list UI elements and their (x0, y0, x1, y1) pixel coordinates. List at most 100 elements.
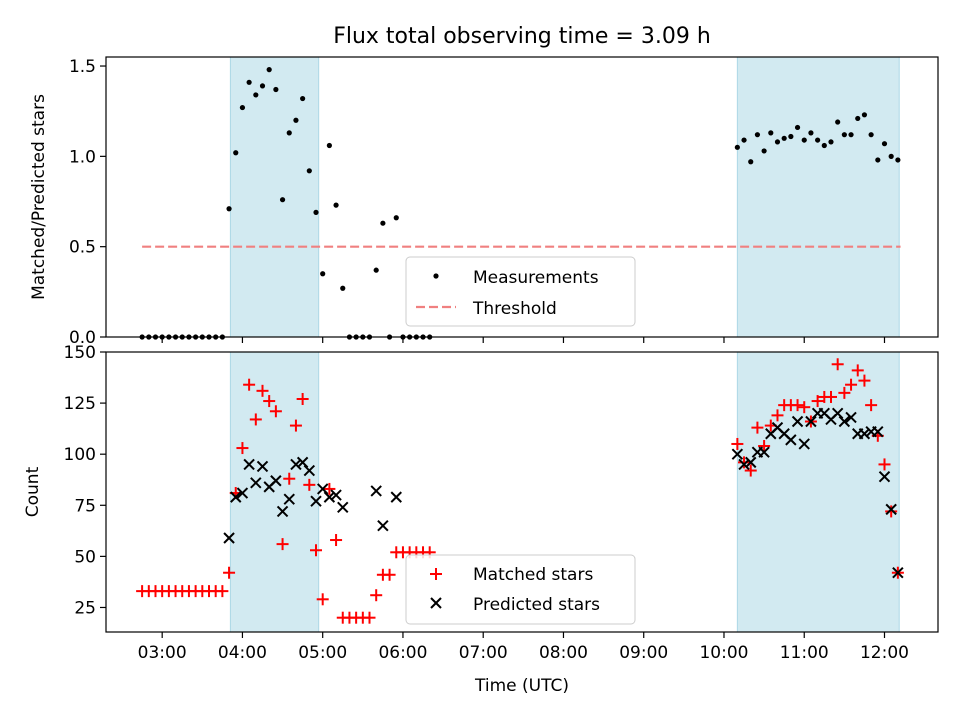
matched-star-point (223, 566, 236, 579)
x-tick-label: 10:00 (699, 643, 748, 663)
measurement-point (233, 150, 239, 156)
matched-star-point (831, 358, 844, 371)
matched-star-point (303, 478, 316, 491)
bottom-panel: 25 50 75 100 125 150 03:00 04:00 05:00 06:00 07:0… (23, 343, 939, 696)
predicted-star-point (758, 446, 770, 458)
measurement-point (768, 130, 774, 136)
predicted-star-point (330, 489, 342, 501)
top-y-tick-label: 0.5 (69, 238, 96, 258)
top-panel: 0.0 0.5 1.0 1.5 Matched/Predicted stars Mea… (29, 56, 939, 348)
matched-star-point (758, 440, 771, 453)
predicted-star-point (731, 448, 744, 460)
matched-star-points (136, 358, 904, 624)
bottom-y-tick-label: 75 (74, 496, 96, 516)
matched-star-point (310, 544, 323, 557)
top-y-tick-label: 1.0 (69, 147, 96, 167)
matched-star-point (878, 458, 891, 471)
measurement-point (794, 124, 801, 131)
matched-star-point (269, 405, 282, 418)
bottom-y-tick-label: 100 (64, 445, 96, 465)
predicted-star-point (337, 501, 349, 514)
measurement-point (868, 132, 874, 138)
matched-star-point (289, 419, 302, 432)
predicted-star-points (223, 407, 904, 579)
measurement-point (300, 95, 306, 102)
predicted-star-point (785, 434, 797, 446)
measurement-point (828, 139, 834, 145)
measurement-point (848, 132, 854, 138)
measurement-point (815, 137, 821, 143)
matched-star-point (851, 364, 864, 377)
predicted-star-point (805, 415, 817, 428)
predicted-star-point (223, 532, 235, 544)
measurement-legend-marker (433, 273, 439, 279)
shaded-span (229, 56, 320, 338)
matched-star-point (858, 374, 871, 387)
x-tick-label: 08:00 (539, 643, 588, 663)
bottom-y-ticks: 25 50 75 100 125 150 (64, 343, 106, 618)
predicted-star-point (270, 475, 282, 487)
top-y-axis-label: Matched/Predicted stars (29, 94, 49, 300)
predicted-star-point (878, 470, 891, 483)
measurement-point (781, 135, 787, 141)
matched-star-point (283, 472, 296, 485)
predicted-star-point (798, 438, 810, 450)
bottom-y-axis-label: Count (23, 466, 43, 517)
measurement-point (855, 115, 861, 122)
measurement-point (841, 132, 847, 138)
measurement-point (734, 144, 740, 150)
predicted-star-point (845, 411, 857, 424)
predicted-star-point (738, 458, 750, 471)
matched-star-point (216, 585, 229, 598)
predicted-star-point (377, 520, 389, 532)
matched-star-point (885, 505, 898, 518)
x-tick-label: 06:00 (378, 643, 427, 663)
top-shaded-spans (229, 56, 900, 338)
x-axis-label: Time (UTC) (474, 676, 569, 696)
measurement-point (293, 117, 299, 123)
matched-star-point (838, 386, 851, 399)
bottom-legend-box (405, 554, 636, 625)
predicted-star-point (230, 491, 242, 503)
measurement-point (320, 271, 326, 277)
matched-star-point (256, 384, 269, 397)
matched-star-point (296, 393, 309, 406)
measurement-point (861, 112, 868, 118)
matched-star-point (845, 378, 858, 391)
matched-star-point (824, 390, 837, 403)
predicted-star-point (323, 491, 336, 503)
matched-legend-label: Matched stars (473, 565, 593, 585)
predicted-star-point (838, 415, 851, 428)
bottom-y-tick-label: 150 (64, 343, 96, 363)
measurement-point (875, 157, 881, 163)
measurement-point (273, 86, 279, 93)
top-legend: Measurements Threshold (405, 256, 636, 327)
predicted-star-point (858, 428, 871, 440)
x-tick-label: 09:00 (619, 643, 668, 663)
matched-star-point (798, 401, 811, 414)
measurement-point (239, 104, 246, 111)
measurement-legend-label: Measurements (473, 268, 599, 288)
top-y-tick-label: 0.0 (69, 328, 96, 348)
measurement-point (253, 92, 259, 98)
top-y-tick-label: 1.5 (69, 57, 96, 77)
predicted-star-point (310, 495, 322, 507)
shaded-span (736, 56, 900, 338)
bottom-legend: Matched stars Predicted stars (405, 554, 636, 625)
measurement-point (333, 202, 339, 208)
matched-star-point (383, 568, 396, 581)
x-tick-label: 04:00 (218, 643, 267, 663)
x-tick-label: 11:00 (780, 643, 829, 663)
predicted-star-point (276, 505, 289, 518)
shaded-span (736, 351, 900, 633)
bottom-y-tick-label: 125 (64, 394, 96, 414)
x-tick-label: 12:00 (860, 643, 909, 663)
predicted-star-point (256, 460, 269, 473)
predicted-star-point (243, 458, 255, 471)
matched-star-point (263, 395, 276, 408)
predicted-star-point (390, 491, 402, 503)
bottom-axes-frame (105, 351, 939, 633)
measurement-point (761, 148, 767, 154)
matched-star-point (276, 538, 289, 551)
predicted-star-point (283, 493, 295, 505)
